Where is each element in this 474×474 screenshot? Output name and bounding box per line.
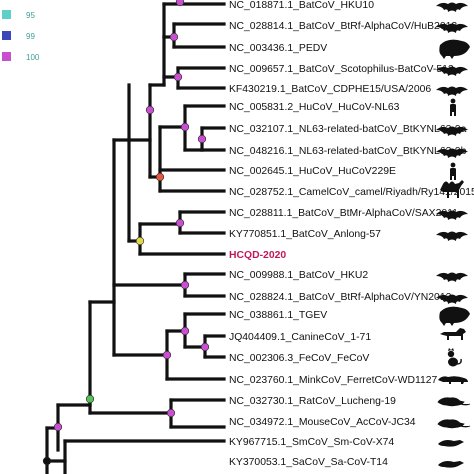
node-dot-100: [197, 134, 207, 144]
bat-icon: [436, 23, 468, 33]
leaf-label-highlight: HCQD-2020: [229, 250, 286, 261]
legend-label-100: 100: [26, 53, 40, 62]
ferret-icon: [438, 376, 468, 384]
leaf-label: NC_018871.1_BatCoV_HKU10: [229, 0, 374, 11]
node-dot-root: [42, 456, 52, 466]
node-dot-100: [169, 32, 179, 42]
node-dot-100: [180, 280, 190, 290]
bat-icon: [436, 294, 468, 304]
legend-label-99: 99: [26, 32, 35, 41]
shrew-icon: [438, 461, 464, 468]
leaf-label: NC_028811.1_BatCoV_BtMr-AlphaCoV/SAX2011: [229, 208, 458, 219]
node-dot-100: [173, 72, 183, 82]
human-icon: [450, 98, 456, 116]
leaf-label: NC_032107.1_NL63-related-batCoV_BtKYNL63…: [229, 124, 467, 135]
rat-icon: [437, 397, 471, 407]
camel-icon: [440, 180, 464, 198]
leaf-label: NC_003436.1_PEDV: [229, 43, 327, 54]
mouse-icon: [437, 419, 471, 429]
bat-icon: [436, 148, 468, 158]
leaf-label: NC_005831.2_HuCoV_HuCoV-NL63: [229, 102, 400, 113]
leaf-label: NC_038861.1_TGEV: [229, 310, 327, 321]
bat-icon: [436, 210, 468, 220]
leaf-labels: NC_018871.1_BatCoV_HKU10 NC_028814.1_Bat…: [229, 0, 474, 468]
bat-icon: [436, 2, 468, 12]
node-dot-100: [175, 0, 185, 7]
leaf-label: KY770851.1_BatCoV_Anlong-57: [229, 229, 381, 240]
bat-icon: [436, 66, 468, 76]
leaf-label: NC_034972.1_MouseCoV_AcCoV-JC34: [229, 417, 416, 428]
node-dot-100: [166, 408, 176, 418]
leaf-label: NC_002306.3_FeCoV_FeCoV: [229, 353, 369, 364]
leaf-label: NC_028752.1_CamelCoV_camel/Riyadh/Ry141/…: [229, 187, 474, 198]
bootstrap-nodes: [42, 0, 210, 466]
node-dot-100: [180, 122, 190, 132]
leaf-label: KY370053.1_SaCoV_Sa-CoV-T14: [229, 457, 388, 468]
leaf-label: JQ404409.1_CanineCoV_1-71: [229, 332, 371, 343]
pig-icon: [439, 306, 470, 326]
leaf-label: NC_032730.1_RatCoV_Lucheng-19: [229, 396, 396, 407]
shrew-icon: [438, 440, 464, 447]
node-dot-100: [145, 105, 155, 115]
legend-swatch-100: [2, 52, 11, 61]
legend-swatch-99: [2, 31, 11, 40]
bootstrap-legend: 95 99 100: [2, 10, 40, 62]
cat-icon: [447, 348, 462, 367]
bat-icon: [436, 126, 468, 136]
node-dot-100: [53, 422, 63, 432]
human-icon: [450, 162, 456, 180]
leaf-label: NC_023760.1_MinkCoV_FerretCoV-WD1127: [229, 375, 438, 386]
dog-icon: [440, 328, 466, 340]
node-dot-yellow: [135, 236, 145, 246]
node-dot-100: [162, 350, 172, 360]
bat-icon: [436, 272, 468, 282]
host-icons: [436, 2, 471, 468]
legend-swatch-95: [2, 10, 11, 19]
node-dot-red: [155, 172, 165, 182]
bat-icon: [436, 231, 468, 241]
leaf-label: KF430219.1_BatCoV_CDPHE15/USA/2006: [229, 84, 431, 95]
leaf-label: NC_028824.1_BatCoV_BtRf-AlphaCoV/YN2012: [229, 292, 452, 303]
leaf-label: NC_048216.1_NL63-related-batCoV_BtKYNL63…: [229, 146, 467, 157]
leaf-label: NC_009988.1_BatCoV_HKU2: [229, 270, 368, 281]
legend-label-95: 95: [26, 11, 35, 20]
node-dot-100: [180, 326, 190, 336]
leaf-label: NC_002645.1_HuCoV_HuCoV229E: [229, 166, 396, 177]
leaf-label: KY967715.1_SmCoV_Sm-CoV-X74: [229, 437, 394, 448]
node-dot-100: [200, 342, 210, 352]
leaf-label: NC_028814.1_BatCoV_BtRf-AlphaCoV/HuB2013: [229, 21, 457, 32]
node-dot-100: [175, 218, 185, 228]
node-dot-green: [85, 394, 95, 404]
bat-icon: [436, 86, 468, 96]
leaf-label: NC_009657.1_BatCoV_Scotophilus-BatCoV-51…: [229, 64, 454, 75]
tree-branches: [45, 2, 226, 474]
pig-icon: [439, 39, 470, 59]
